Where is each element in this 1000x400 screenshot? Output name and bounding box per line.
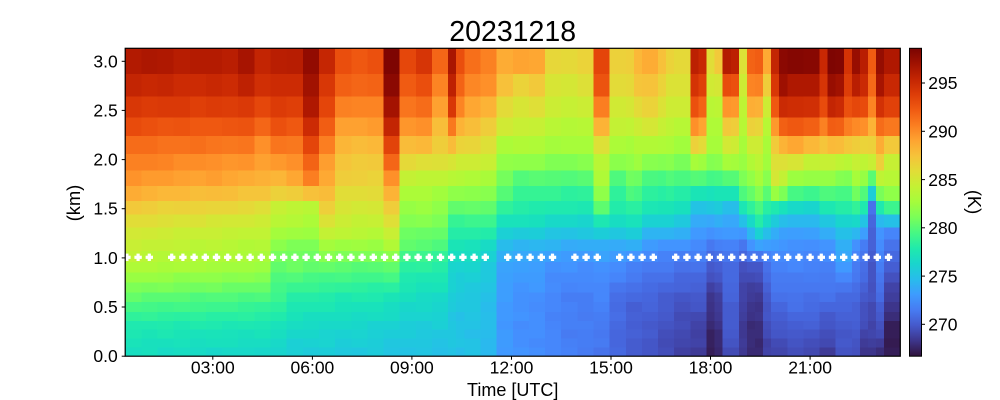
svg-text:295: 295 [928,73,957,93]
svg-text:1.0: 1.0 [93,248,118,268]
svg-text:0.5: 0.5 [93,297,117,317]
svg-text:1.5: 1.5 [93,199,117,219]
svg-text:15:00: 15:00 [589,358,633,378]
svg-text:2.5: 2.5 [93,100,117,120]
svg-text:0.0: 0.0 [93,346,118,366]
svg-text:(km): (km) [63,185,84,222]
svg-text:270: 270 [928,315,957,335]
svg-text:Time [UTC]: Time [UTC] [467,380,558,400]
svg-text:290: 290 [928,122,957,142]
svg-text:(K): (K) [964,190,985,214]
svg-text:285: 285 [928,170,957,190]
svg-text:21:00: 21:00 [788,358,832,378]
svg-text:06:00: 06:00 [291,358,335,378]
svg-text:275: 275 [928,266,957,286]
svg-text:03:00: 03:00 [191,358,235,378]
svg-text:20231218: 20231218 [449,16,576,48]
svg-text:3.0: 3.0 [93,51,118,71]
svg-text:12:00: 12:00 [490,358,534,378]
svg-text:2.0: 2.0 [93,150,118,170]
svg-text:18:00: 18:00 [689,358,733,378]
svg-text:09:00: 09:00 [390,358,434,378]
svg-text:280: 280 [928,218,957,238]
